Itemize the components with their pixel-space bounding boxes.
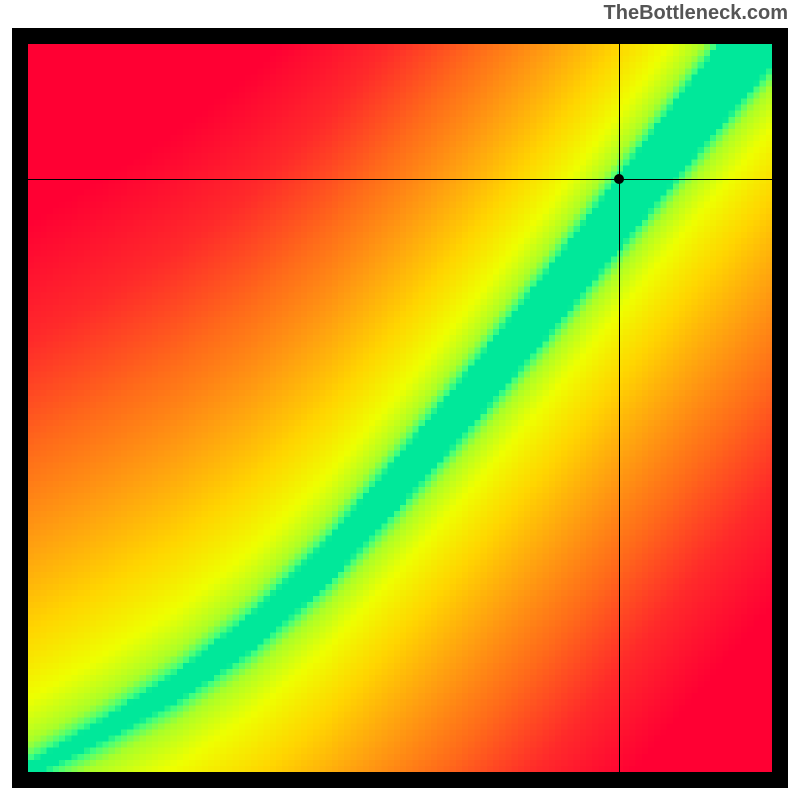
root-container: TheBottleneck.com <box>0 0 800 800</box>
plot-frame <box>12 28 788 788</box>
plot-area <box>28 44 772 772</box>
crosshair-horizontal <box>28 179 772 180</box>
attribution-text: TheBottleneck.com <box>604 2 788 25</box>
heatmap-canvas <box>28 44 772 772</box>
crosshair-vertical <box>619 44 620 772</box>
crosshair-marker <box>614 174 624 184</box>
